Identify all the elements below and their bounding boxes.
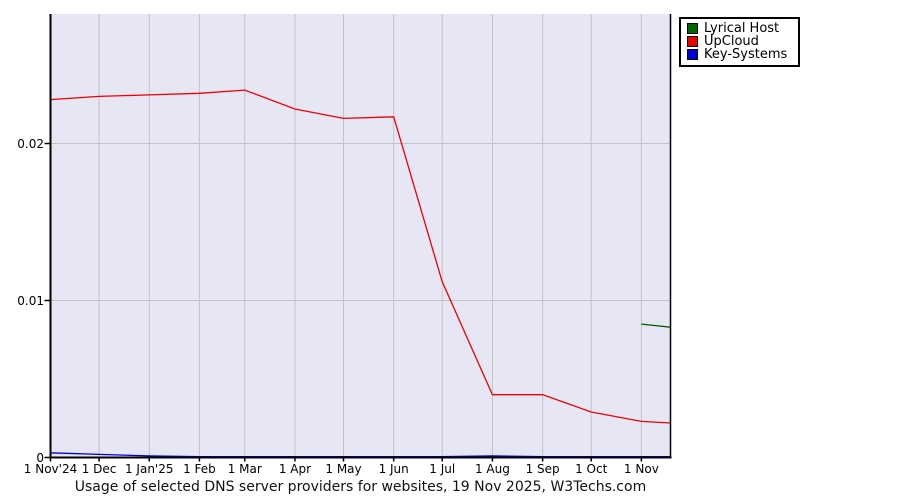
legend-item: Lyrical Host xyxy=(687,22,794,35)
x-axis-label: 1 May xyxy=(325,462,362,476)
x-axis-label: 1 Jul xyxy=(429,462,456,476)
x-axis-label: 1 Oct xyxy=(575,462,608,476)
legend: Lyrical Host UpCloud Key-Systems xyxy=(679,17,800,67)
legend-item: UpCloud xyxy=(687,35,794,48)
legend-swatch-key-systems xyxy=(687,49,698,60)
y-axis-label: 0 xyxy=(36,450,44,465)
legend-item: Key-Systems xyxy=(687,48,794,61)
x-axis-label: 1 Jan'25 xyxy=(124,462,174,476)
y-axis-label: 0.02 xyxy=(17,136,44,151)
x-axis-label: 1 Feb xyxy=(183,462,216,476)
legend-label: Lyrical Host xyxy=(704,21,780,36)
legend-swatch-upcloud xyxy=(687,36,698,47)
plot-area xyxy=(50,14,671,458)
series-line-upcloud xyxy=(50,89,671,424)
x-axis-label: 1 Apr xyxy=(278,462,312,476)
x-axis-label: 1 Nov'24 xyxy=(23,462,78,476)
series-line-lyrical-host xyxy=(641,323,671,328)
x-axis-label: 1 Dec xyxy=(81,462,117,476)
legend-label: Key-Systems xyxy=(704,47,788,62)
chart-title: Usage of selected DNS server providers f… xyxy=(74,479,647,495)
x-axis-label: 1 Jun xyxy=(378,462,409,476)
legend-swatch-lyrical-host xyxy=(687,23,698,34)
x-axis-label: 1 Sep xyxy=(525,462,560,476)
x-axis-label: 1 Mar xyxy=(227,462,262,476)
legend-label: UpCloud xyxy=(704,34,759,49)
x-axis-label: 1 Aug xyxy=(474,462,510,476)
y-axis-label: 0.01 xyxy=(17,293,44,308)
x-axis-label: 1 Nov xyxy=(623,462,659,476)
